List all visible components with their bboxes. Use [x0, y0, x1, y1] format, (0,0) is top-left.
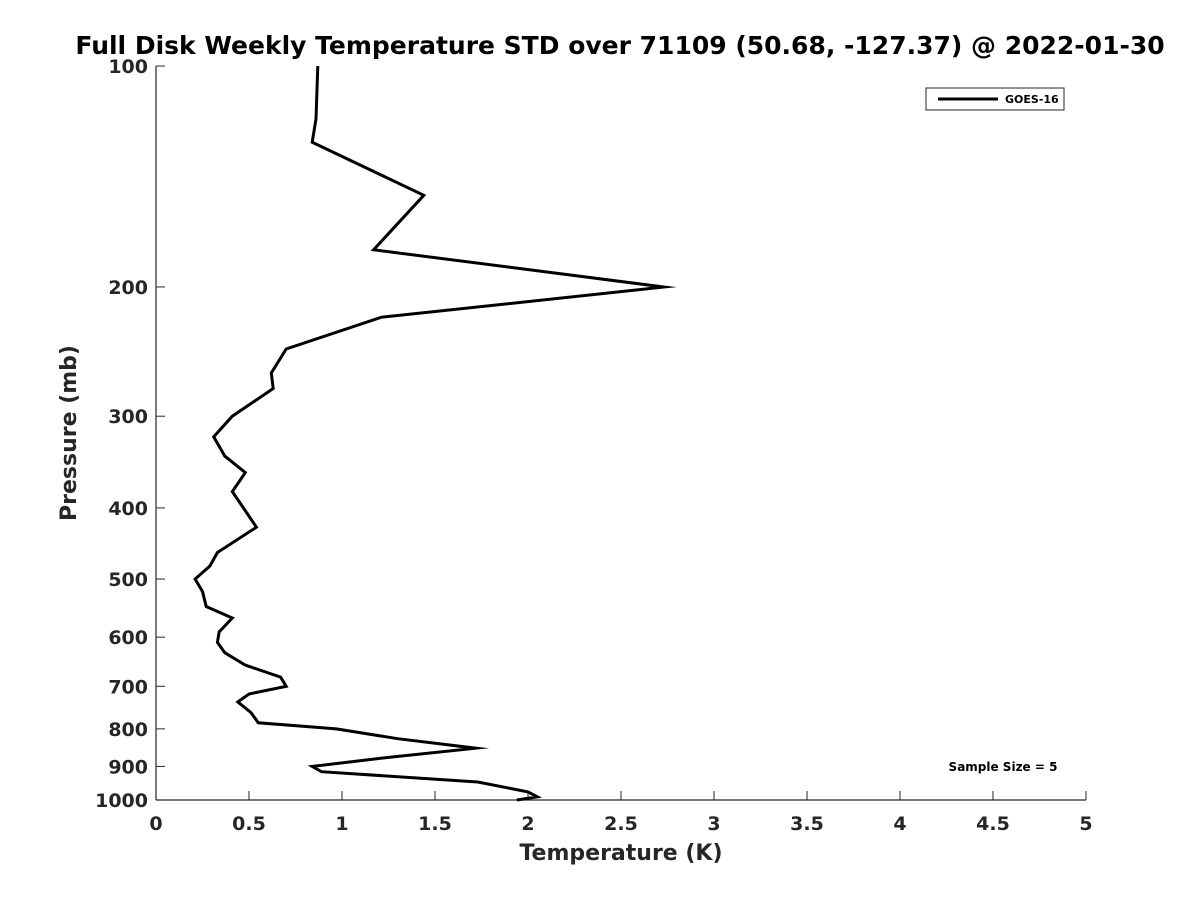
y-tick-label: 700 [108, 676, 148, 698]
series-layer [193, 65, 677, 802]
y-tick-label: 400 [108, 498, 148, 520]
x-tick-label: 1.5 [418, 813, 452, 835]
y-tick-label: 900 [108, 756, 148, 778]
y-tick-label: 100 [108, 56, 148, 78]
y-tick-label: 200 [108, 277, 148, 299]
y-ticks: 100 200 300 400 500 600 700 800 900 1000 [95, 56, 165, 812]
y-tick-label: 500 [108, 569, 148, 591]
legend: GOES-16 [925, 87, 1065, 111]
y-tick-label: 600 [108, 627, 148, 649]
series-line-goes-16 [193, 65, 677, 802]
x-tick-label: 2 [521, 813, 534, 835]
x-ticks: 0 0.5 1 1.5 2 2.5 3 3.5 4 4.5 5 [149, 791, 1093, 835]
legend-label-goes-16: GOES-16 [1005, 93, 1059, 106]
x-tick-label: 1 [335, 813, 348, 835]
x-tick-label: 3 [707, 813, 720, 835]
x-tick-label: 4 [893, 813, 906, 835]
chart-title: Full Disk Weekly Temperature STD over 71… [75, 31, 1164, 60]
x-tick-label: 0.5 [232, 813, 266, 835]
x-tick-label: 5 [1079, 813, 1092, 835]
x-axis-label: Temperature (K) [519, 841, 722, 866]
x-tick-label: 0 [149, 813, 162, 835]
y-tick-label: 300 [108, 406, 148, 428]
x-tick-label: 2.5 [604, 813, 638, 835]
y-tick-label: 800 [108, 719, 148, 741]
y-axis-label: Pressure (mb) [57, 345, 82, 521]
sample-size-annotation: Sample Size = 5 [949, 760, 1058, 774]
x-tick-label: 3.5 [790, 813, 824, 835]
y-tick-label: 1000 [95, 790, 148, 812]
x-tick-label: 4.5 [976, 813, 1010, 835]
